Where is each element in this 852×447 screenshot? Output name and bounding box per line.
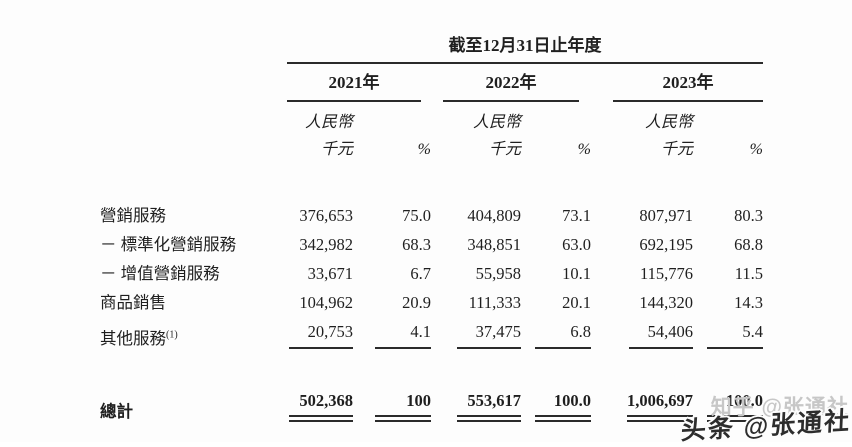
total-2023-value: 1,006,697 xyxy=(591,382,693,422)
cell-text: 37,475 xyxy=(457,322,521,349)
currency-label-2022: 人民幣 xyxy=(472,113,521,131)
year-header-2022: 2022年 xyxy=(443,64,579,102)
total-2021-value: 502,368 xyxy=(287,382,353,422)
cell-2023-value: 115,776 xyxy=(639,264,693,284)
cell-2022-value: 348,851 xyxy=(467,235,521,255)
percent-label-2023: % xyxy=(749,140,763,158)
cell-2023-percent: 5.4 xyxy=(693,313,763,349)
cell-2021-percent: 68.3 xyxy=(402,235,431,255)
cell-2023-value: 54,406 xyxy=(591,313,693,349)
cell-2023-percent: 11.5 xyxy=(734,264,763,284)
cell-text: 1,006,697 xyxy=(627,391,693,422)
empty-cell xyxy=(521,102,591,132)
cell-2023-percent: 68.8 xyxy=(734,235,763,255)
currency-label-2023: 人民幣 xyxy=(644,113,693,131)
table-row: 其他服務(1) 20,753 4.1 37,475 6.8 54,406 5.4 xyxy=(100,313,763,349)
percent-label-2021: % xyxy=(417,140,431,158)
table-row: 營銷服務 376,653 75.0 404,809 73.1 807,971 8… xyxy=(100,197,763,226)
total-label: 總計 xyxy=(100,402,133,422)
spacer xyxy=(100,159,763,197)
cell-2023-percent: 14.3 xyxy=(734,293,763,313)
cell-2022-value: 404,809 xyxy=(467,206,521,226)
table-row: － 標準化營銷服務 342,982 68.3 348,851 63.0 692,… xyxy=(100,226,763,255)
empty-cell xyxy=(100,63,287,102)
cell-2021-percent: 75.0 xyxy=(402,206,431,226)
footnote-marker: (1) xyxy=(166,329,178,341)
cell-text: 6.8 xyxy=(535,322,591,349)
cell-2022-value: 55,958 xyxy=(475,264,521,284)
table-row: － 增值營銷服務 33,671 6.7 55,958 10.1 115,776 … xyxy=(100,255,763,284)
empty-corner-cell xyxy=(100,26,287,63)
cell-2022-percent: 20.1 xyxy=(562,293,591,313)
total-2022-percent: 100.0 xyxy=(521,382,591,422)
cell-text: 20,753 xyxy=(289,322,353,349)
cell-2021-percent: 20.9 xyxy=(402,293,431,313)
cell-text: 100.0 xyxy=(535,391,591,422)
cell-2022-value: 111,333 xyxy=(468,293,521,313)
year-header-2021: 2021年 xyxy=(287,64,421,102)
total-row: 總計 502,368 100 553,617 100.0 1,006,697 1… xyxy=(100,382,763,422)
cell-2021-percent: 4.1 xyxy=(353,313,431,349)
cell-2022-percent: 10.1 xyxy=(562,264,591,284)
cell-2021-percent: 6.7 xyxy=(410,264,431,284)
row-label: 商品銷售 xyxy=(100,293,166,313)
total-2022-value: 553,617 xyxy=(431,382,521,422)
total-2023-percent: 100.0 xyxy=(693,382,763,422)
cell-2021-value: 20,753 xyxy=(287,313,353,349)
total-2021-percent: 100 xyxy=(353,382,431,422)
cell-text: 100 xyxy=(375,391,431,422)
empty-cell xyxy=(100,132,287,159)
year-header-2023: 2023年 xyxy=(613,64,763,102)
cell-2022-percent: 73.1 xyxy=(562,206,591,226)
revenue-breakdown-table: 截至12月31日止年度 2021年 2022年 2023年 人民幣 人民幣 人民… xyxy=(100,26,763,422)
row-label: － 增值營銷服務 xyxy=(100,264,220,284)
cell-text: 5.4 xyxy=(707,322,763,349)
cell-2023-value: 144,320 xyxy=(639,293,693,313)
cell-text: 4.1 xyxy=(375,322,431,349)
cell-2022-percent: 63.0 xyxy=(562,235,591,255)
cell-2021-value: 104,962 xyxy=(299,293,353,313)
percent-label-2022: % xyxy=(577,140,591,158)
cell-text: 502,368 xyxy=(289,391,353,422)
unit-label-2022: 千元 xyxy=(488,140,521,158)
empty-cell xyxy=(100,102,287,132)
spacer xyxy=(100,349,763,382)
period-title: 截至12月31日止年度 xyxy=(287,26,763,64)
row-label: － 標準化營銷服務 xyxy=(100,235,237,255)
cell-text: 54,406 xyxy=(629,322,693,349)
cell-2023-value: 692,195 xyxy=(639,235,693,255)
empty-cell xyxy=(693,102,763,132)
cell-text: 100.0 xyxy=(707,391,763,422)
cell-2022-percent: 6.8 xyxy=(521,313,591,349)
row-label-text: 其他服務 xyxy=(100,329,166,349)
cell-2023-percent: 80.3 xyxy=(734,206,763,226)
cell-2022-value: 37,475 xyxy=(431,313,521,349)
cell-text: 553,617 xyxy=(457,391,521,422)
cell-2023-value: 807,971 xyxy=(639,206,693,226)
empty-cell xyxy=(353,102,431,132)
cell-2021-value: 376,653 xyxy=(299,206,353,226)
table-row: 商品銷售 104,962 20.9 111,333 20.1 144,320 1… xyxy=(100,284,763,313)
row-label: 其他服務(1) xyxy=(100,313,287,349)
cell-2021-value: 342,982 xyxy=(299,235,353,255)
unit-label-2023: 千元 xyxy=(660,140,693,158)
row-label: 營銷服務 xyxy=(100,206,166,226)
currency-label-2021: 人民幣 xyxy=(304,113,353,131)
cell-2021-value: 33,671 xyxy=(307,264,353,284)
unit-label-2021: 千元 xyxy=(320,140,353,158)
